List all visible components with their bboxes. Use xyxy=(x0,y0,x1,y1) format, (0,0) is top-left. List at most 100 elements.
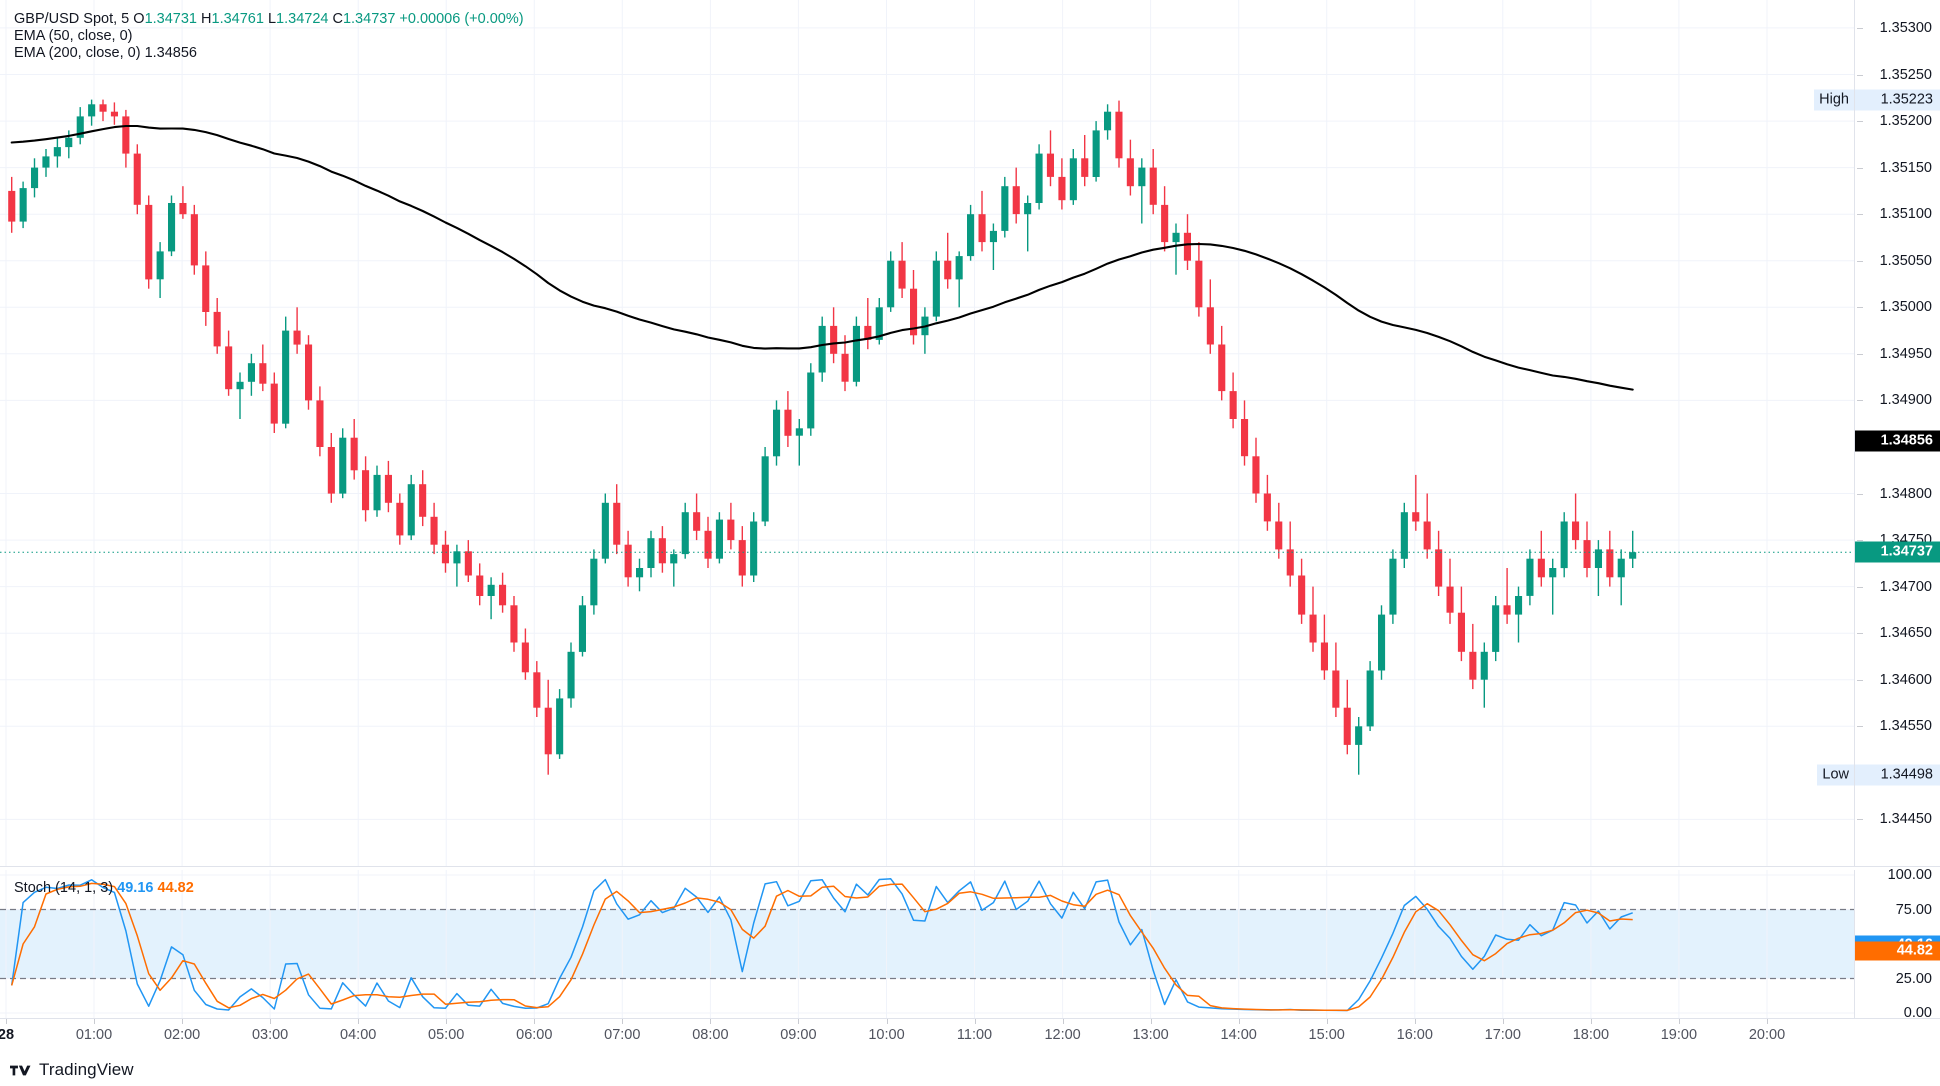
time-label[interactable]: 04:00 xyxy=(340,1027,377,1043)
time-tick-mark xyxy=(1767,1019,1768,1024)
time-tick-mark xyxy=(798,1019,800,1024)
stochastic-legend[interactable]: Stoch (14, 1, 3) 49.16 44.82 xyxy=(14,880,194,897)
stoch-k-value: 49.16 xyxy=(117,880,154,896)
time-label[interactable]: 02:00 xyxy=(163,1027,201,1043)
ema50-label: EMA (50, close, 0) xyxy=(14,28,133,44)
time-label[interactable]: 19:00 xyxy=(1660,1027,1698,1043)
time-tick-mark xyxy=(886,1019,888,1024)
price-tick: 1.34550 xyxy=(1879,718,1932,735)
price-tick-mark xyxy=(1857,493,1863,495)
time-label[interactable]: 13:00 xyxy=(1132,1027,1169,1043)
stoch-tick: 75.00 xyxy=(1895,901,1932,918)
time-tick-mark xyxy=(710,1019,712,1024)
price-chart-svg xyxy=(0,0,1855,866)
time-label[interactable]: 03:00 xyxy=(251,1027,289,1043)
price-tick-mark xyxy=(1857,819,1863,821)
price-tick: 1.35250 xyxy=(1879,66,1932,83)
time-label[interactable]: 20:00 xyxy=(1748,1027,1786,1043)
time-label[interactable]: 10:00 xyxy=(868,1027,905,1043)
stoch-tick: 25.00 xyxy=(1895,970,1932,987)
ema200-label: EMA (200, close, 0) xyxy=(14,45,141,61)
price-tick-mark xyxy=(1857,214,1863,216)
time-label[interactable]: 07:00 xyxy=(604,1027,641,1043)
time-tick-mark xyxy=(974,1019,976,1024)
price-axis[interactable]: 1.35300 1.35250 1.35200 1.35150 1.35100 1.350… xyxy=(1854,0,1940,866)
tradingview-logo-icon xyxy=(10,1065,31,1075)
time-tick-mark xyxy=(1326,1019,1328,1024)
legend-ema50-row[interactable]: EMA (50, close, 0) xyxy=(14,28,524,45)
time-tick-mark xyxy=(1150,1019,1152,1024)
price-tick-mark xyxy=(1857,260,1863,262)
tradingview-brand[interactable]: TradingView xyxy=(10,1056,134,1084)
price-tick-mark xyxy=(1857,586,1863,588)
time-label[interactable]: 16:00 xyxy=(1396,1027,1433,1043)
time-label[interactable]: 12:00 xyxy=(1044,1027,1081,1043)
stoch-d-tag: 44.82 xyxy=(1855,941,1940,961)
price-tick-mark xyxy=(1857,540,1863,542)
time-label[interactable]: 15:00 xyxy=(1308,1027,1345,1043)
price-tick: 1.34700 xyxy=(1879,578,1932,595)
price-tick: 1.34600 xyxy=(1879,671,1932,688)
open-label: O xyxy=(133,11,145,27)
close-value: 1.34737 xyxy=(342,11,396,27)
stochastic-plot-area[interactable] xyxy=(0,870,1855,1018)
price-tick: 1.35100 xyxy=(1879,206,1932,223)
change-percent: (+0.00%) xyxy=(464,11,524,27)
stoch-title: Stoch (14, 1, 3) xyxy=(14,880,114,896)
price-tick-mark xyxy=(1857,679,1863,681)
last-price-tag[interactable]: 1.34737 xyxy=(1855,541,1940,563)
time-label[interactable]: 28 xyxy=(0,1027,15,1043)
time-tick-mark xyxy=(1502,1019,1504,1024)
high-price-tag: 1.35223 xyxy=(1855,89,1940,111)
price-tick: 1.34800 xyxy=(1879,485,1932,502)
price-pane[interactable]: 1.35300 1.35250 1.35200 1.35150 1.35100 1.350… xyxy=(0,0,1940,867)
low-price-tag: 1.34498 xyxy=(1855,764,1940,786)
time-label[interactable]: 11:00 xyxy=(956,1027,993,1043)
time-tick-mark xyxy=(94,1019,95,1024)
low-marker-label: Low xyxy=(1817,764,1854,786)
time-label[interactable]: 17:00 xyxy=(1484,1027,1521,1043)
time-label[interactable]: 01:00 xyxy=(75,1027,113,1043)
price-tick-mark xyxy=(1857,74,1863,76)
price-tick-mark xyxy=(1857,633,1863,635)
price-tick-mark xyxy=(1857,353,1863,355)
time-tick-mark xyxy=(270,1019,272,1024)
time-label[interactable]: 06:00 xyxy=(516,1027,553,1043)
time-label[interactable]: 05:00 xyxy=(428,1027,465,1043)
high-label: H xyxy=(201,11,212,27)
legend-ema200-row[interactable]: EMA (200, close, 0) 1.34856 xyxy=(14,45,524,62)
time-tick-mark xyxy=(1678,1019,1680,1024)
price-tick: 1.35000 xyxy=(1879,299,1932,316)
price-plot-area[interactable] xyxy=(0,0,1855,866)
time-axis[interactable]: 28 01:00 02:00 03:00 04:00 05:00 06:00 07:00 08:… xyxy=(0,1018,1940,1055)
high-marker-label: High xyxy=(1814,89,1854,111)
price-tick-mark xyxy=(1857,167,1863,169)
price-tick-mark xyxy=(1857,400,1863,402)
time-tick-mark xyxy=(182,1019,184,1024)
time-tick-mark xyxy=(358,1019,360,1024)
time-label[interactable]: 18:00 xyxy=(1572,1027,1610,1043)
tradingview-wordmark: TradingView xyxy=(39,1060,134,1079)
pane-separator xyxy=(0,866,1940,867)
ema200-value: 1.34856 xyxy=(144,45,197,61)
price-tick-mark xyxy=(1857,121,1863,123)
time-tick-mark xyxy=(6,1019,7,1024)
time-tick-mark xyxy=(1238,1019,1240,1024)
ema-price-tag: 1.34856 xyxy=(1855,430,1940,452)
time-tick-mark xyxy=(534,1019,536,1024)
time-label[interactable]: 08:00 xyxy=(692,1027,729,1043)
price-tick: 1.35050 xyxy=(1879,252,1932,269)
open-value: 1.34731 xyxy=(144,11,197,27)
time-label[interactable]: 14:00 xyxy=(1220,1027,1257,1043)
stoch-d-value: 44.82 xyxy=(157,880,194,896)
price-tick: 1.34450 xyxy=(1879,811,1932,828)
time-label[interactable]: 09:00 xyxy=(780,1027,817,1043)
legend-symbol-row[interactable]: GBP/USD Spot, 5 O1.34731 H1.34761 L1.347… xyxy=(14,11,524,28)
symbol-label: GBP/USD Spot, 5 xyxy=(14,11,130,27)
price-tick: 1.35200 xyxy=(1879,113,1932,130)
price-tick: 1.35150 xyxy=(1879,159,1932,176)
stoch-tick: 100.00 xyxy=(1887,867,1932,883)
price-tick-mark xyxy=(1857,307,1863,309)
